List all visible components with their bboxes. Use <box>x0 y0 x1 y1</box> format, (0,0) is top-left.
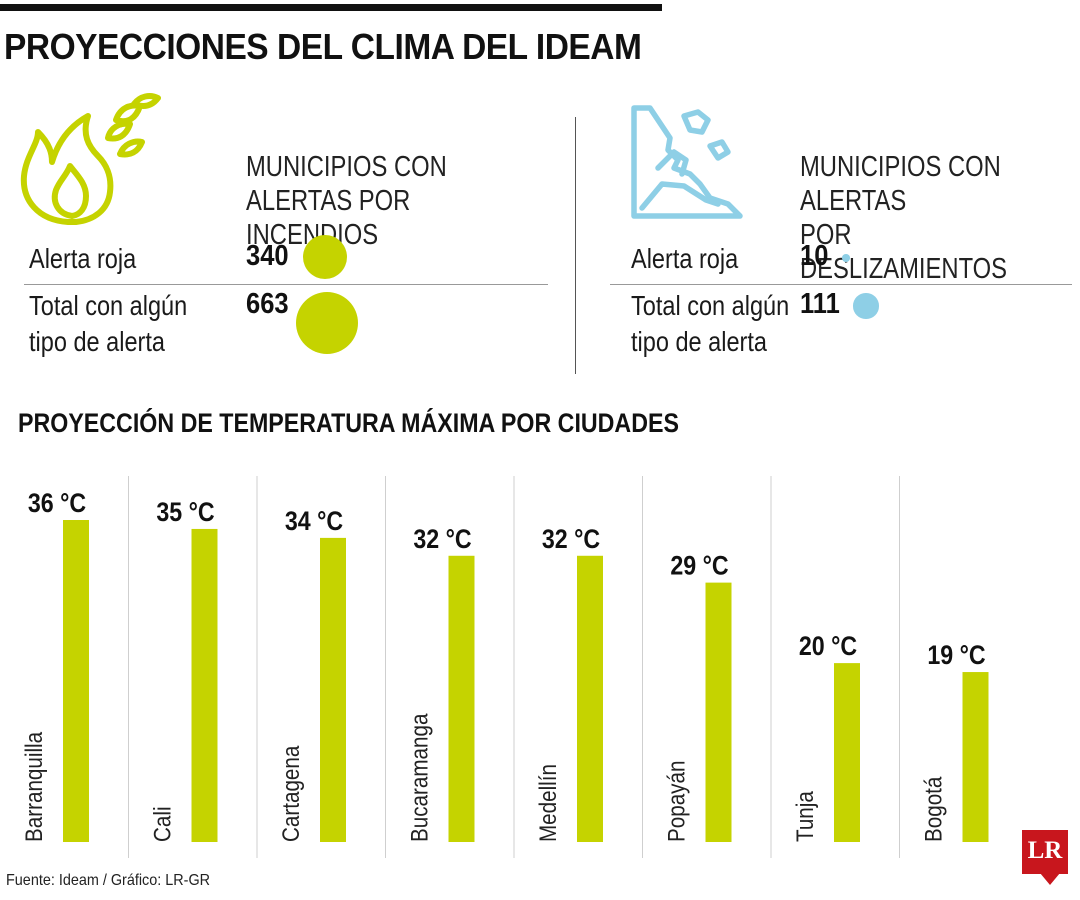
landslides-title: MUNICIPIOS CON ALERTAS POR DESLIZAMIENTO… <box>800 151 1008 285</box>
page-title: PROYECCIONES DEL CLIMA DEL IDEAM <box>4 26 642 67</box>
value-label: 36 °C <box>28 488 86 518</box>
value-label: 34 °C <box>285 506 343 536</box>
chart-title: PROYECCIÓN DE TEMPERATURA MÁXIMA POR CIU… <box>18 408 679 438</box>
lr-logo-tail <box>1040 873 1060 885</box>
bar-cartagena <box>320 537 346 842</box>
temperature-bar-chart: 36 °C Barranquilla 35 °C Cali 34 °C Cartagena… <box>21 476 989 858</box>
value-label: 32 °C <box>413 524 471 554</box>
landslides-red-alert-bubble <box>842 254 850 262</box>
fires-total-bubble <box>296 292 358 354</box>
landslides-red-alert-value: 10 <box>800 240 829 272</box>
bar-popayán <box>705 582 732 842</box>
bar-bucaramanga <box>448 555 475 842</box>
landslides-panel: MUNICIPIOS CON ALERTAS POR DESLIZAMIENTO… <box>580 90 1080 380</box>
category-label: Cartagena <box>278 745 305 842</box>
bar-bogotá <box>962 672 989 842</box>
fires-panel: MUNICIPIOS CON ALERTAS POR INCENDIOS Ale… <box>0 90 570 380</box>
bar-medellín <box>577 555 603 842</box>
fires-total-value: 663 <box>246 288 289 320</box>
landslides-total-bubble <box>853 293 879 319</box>
bar-cali <box>191 528 218 842</box>
top-rule <box>0 4 662 11</box>
category-label: Barranquilla <box>21 731 48 842</box>
value-label: 29 °C <box>670 551 728 581</box>
landslides-total-label: Total con algún tipo de alerta <box>631 290 790 357</box>
value-label: 19 °C <box>927 640 985 670</box>
category-label: Popayán <box>663 761 690 842</box>
value-label: 35 °C <box>156 497 214 527</box>
source-note: Fuente: Ideam / Gráfico: LR-GR <box>6 872 211 889</box>
row-divider <box>24 284 548 285</box>
value-label: 32 °C <box>542 524 600 554</box>
bar-barranquilla <box>63 520 89 842</box>
landslides-total-value: 111 <box>800 288 840 320</box>
category-label: Bogotá <box>920 776 947 842</box>
panel-divider <box>575 117 576 374</box>
bar-tunja <box>834 663 860 842</box>
category-label: Tunja <box>792 791 819 842</box>
fire-icon <box>20 93 161 225</box>
value-label: 20 °C <box>799 632 857 662</box>
fires-red-alert-bubble <box>302 234 348 280</box>
category-label: Medellín <box>535 764 562 842</box>
lr-logo: LR <box>1022 830 1068 874</box>
category-label: Cali <box>149 806 176 842</box>
fires-red-alert-value: 340 <box>246 240 289 272</box>
landslide-icon <box>631 105 743 219</box>
lr-logo-text: LR <box>1027 837 1063 864</box>
landslides-red-alert-label: Alerta roja <box>631 243 739 274</box>
category-label: Bucaramanga <box>406 713 433 842</box>
row-divider <box>610 284 1072 285</box>
fires-red-alert-label: Alerta roja <box>29 243 137 274</box>
fires-total-label: Total con algún tipo de alerta <box>29 290 188 357</box>
fires-title: MUNICIPIOS CON ALERTAS POR INCENDIOS <box>246 151 447 251</box>
